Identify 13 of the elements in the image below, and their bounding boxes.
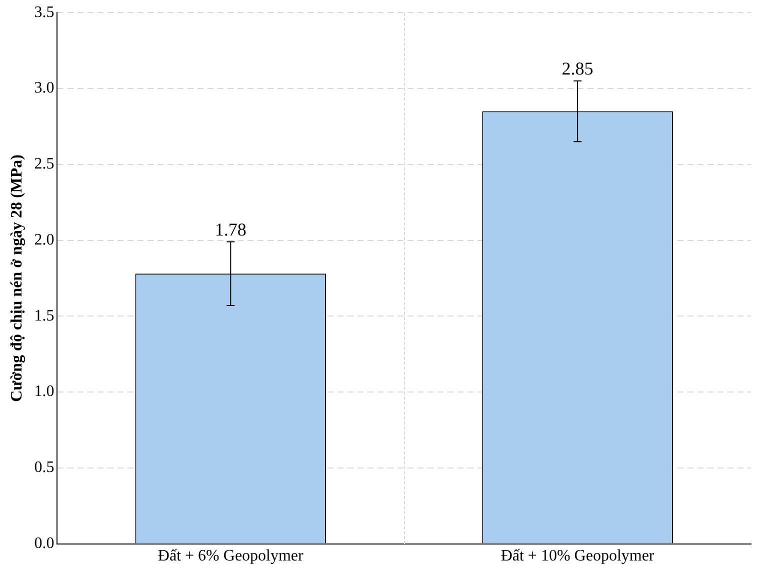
data-label: 1.78 [214, 220, 246, 240]
y-tick-label: 2.0 [34, 231, 54, 248]
y-tick-label: 3.5 [34, 4, 54, 21]
y-tick-label: 0.5 [34, 459, 54, 476]
y-tick-label: 2.5 [34, 156, 54, 173]
x-tick-label: Đất + 6% Geopolymer [158, 548, 304, 565]
y-tick-label: 0.0 [34, 535, 54, 552]
y-tick-label: 1.5 [34, 307, 54, 324]
y-tick-label: 3.0 [34, 80, 54, 97]
x-tick-label: Đất + 10% Geopolymer [500, 548, 655, 565]
y-tick-label: 1.0 [34, 383, 54, 400]
data-label: 2.85 [562, 58, 594, 79]
y-axis-title: Cường độ chịu nén ở ngày 28 (MPa) [8, 154, 26, 402]
